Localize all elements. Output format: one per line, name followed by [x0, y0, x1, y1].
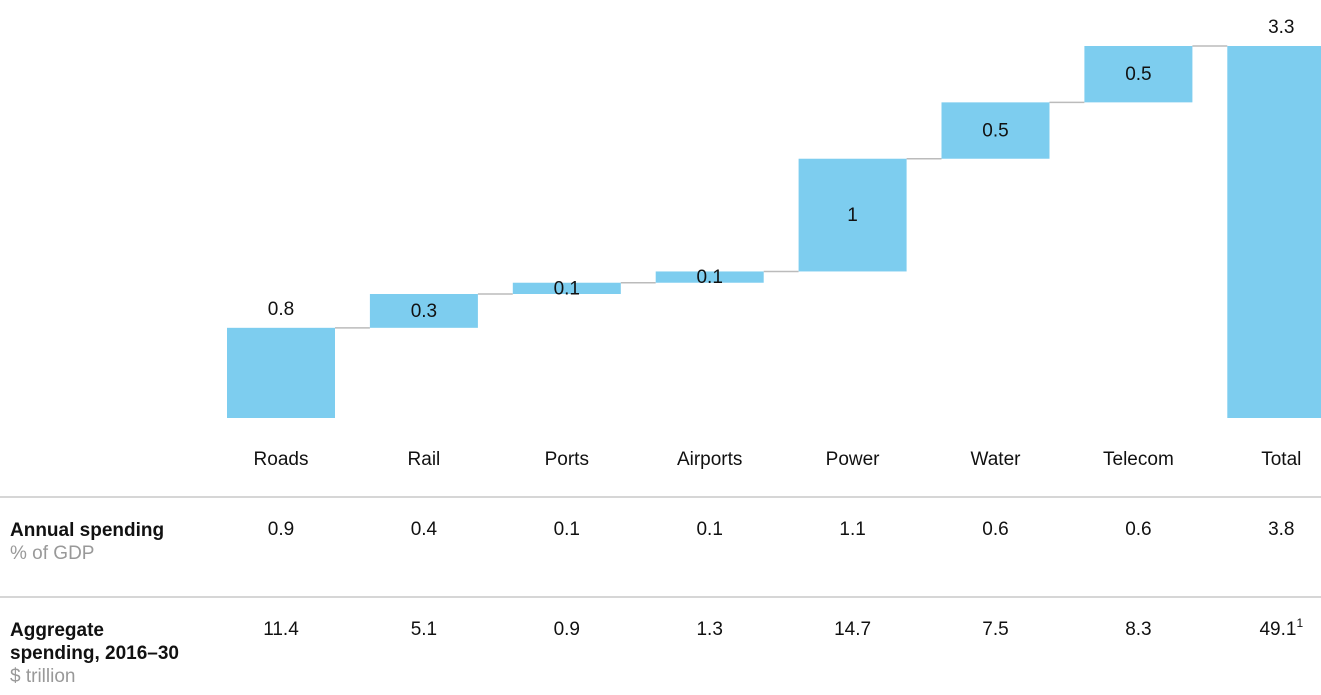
table-value: 1.3: [696, 619, 722, 640]
table-value: 49.11: [1259, 616, 1303, 640]
bar: [655, 271, 764, 283]
table-value: 0.4: [411, 519, 438, 540]
row-label: Aggregate spending, 2016–30 $ trillion: [10, 619, 192, 688]
table-value-text: 7.5: [982, 619, 1008, 640]
x-tick-label: Telecom: [1103, 449, 1174, 470]
x-tick-label: Total: [1261, 449, 1301, 470]
table-value-text: 5.1: [411, 619, 437, 640]
bar: [1084, 46, 1193, 103]
value-label: 3.3: [1268, 17, 1294, 38]
footnote-marker: 1: [1296, 616, 1303, 630]
table-value: 1.1: [839, 519, 865, 540]
table-value-text: 0.1: [554, 519, 580, 540]
value-label: 0.5: [1125, 64, 1151, 85]
x-tick-label: Power: [826, 449, 881, 470]
table-value: 0.1: [696, 519, 722, 540]
x-tick-label: Ports: [545, 449, 589, 470]
table-value-text: 1.1: [839, 519, 865, 540]
bar: [798, 158, 907, 272]
x-tick-label: Rail: [408, 449, 441, 470]
row-unit: $ trillion: [10, 666, 76, 687]
bar: [227, 327, 335, 418]
row-title: Annual spending: [10, 520, 165, 541]
table-value-text: 11.4: [263, 619, 299, 640]
row-title: Aggregate spending, 2016–30: [10, 620, 179, 664]
table-value: 0.9: [554, 619, 580, 640]
value-label: 0.3: [411, 301, 437, 322]
row-label: Annual spending % of GDP: [10, 519, 192, 565]
value-label: 0.8: [268, 299, 294, 320]
value-label: 0.1: [696, 267, 722, 288]
value-label: 0.5: [982, 121, 1008, 142]
table-value: 0.6: [1125, 519, 1151, 540]
table-value: 3.8: [1268, 519, 1294, 540]
table-value: 0.9: [268, 519, 294, 540]
value-label: 1: [847, 205, 858, 226]
bar: [1227, 46, 1321, 418]
row-unit: % of GDP: [10, 543, 95, 564]
table-value-text: 0.6: [1125, 519, 1151, 540]
table-value: 11.4: [263, 619, 299, 640]
table-value-text: 1.3: [696, 619, 722, 640]
table-value-text: 49.1: [1259, 619, 1296, 640]
table-value: 7.5: [982, 619, 1008, 640]
table-value-text: 14.7: [834, 619, 871, 640]
x-tick-label: Water: [971, 449, 1022, 470]
table-value-text: 3.8: [1268, 519, 1294, 540]
table-value: 0.6: [982, 519, 1008, 540]
table-value: 0.1: [554, 519, 580, 540]
value-label: 0.1: [554, 278, 580, 299]
table-value: 14.7: [834, 619, 871, 640]
bar: [941, 102, 1050, 159]
table-value-text: 8.3: [1125, 619, 1151, 640]
x-tick-label: Roads: [254, 449, 309, 470]
bar: [369, 294, 478, 328]
table-value-text: 0.9: [268, 519, 294, 540]
bar: [512, 282, 621, 294]
table-value: 5.1: [411, 619, 437, 640]
table-value-text: 0.1: [696, 519, 722, 540]
table-value-text: 0.9: [554, 619, 580, 640]
table-value: 8.3: [1125, 619, 1151, 640]
table-value-text: 0.6: [982, 519, 1008, 540]
x-tick-label: Airports: [677, 449, 742, 470]
table-value-text: 0.4: [411, 519, 438, 540]
